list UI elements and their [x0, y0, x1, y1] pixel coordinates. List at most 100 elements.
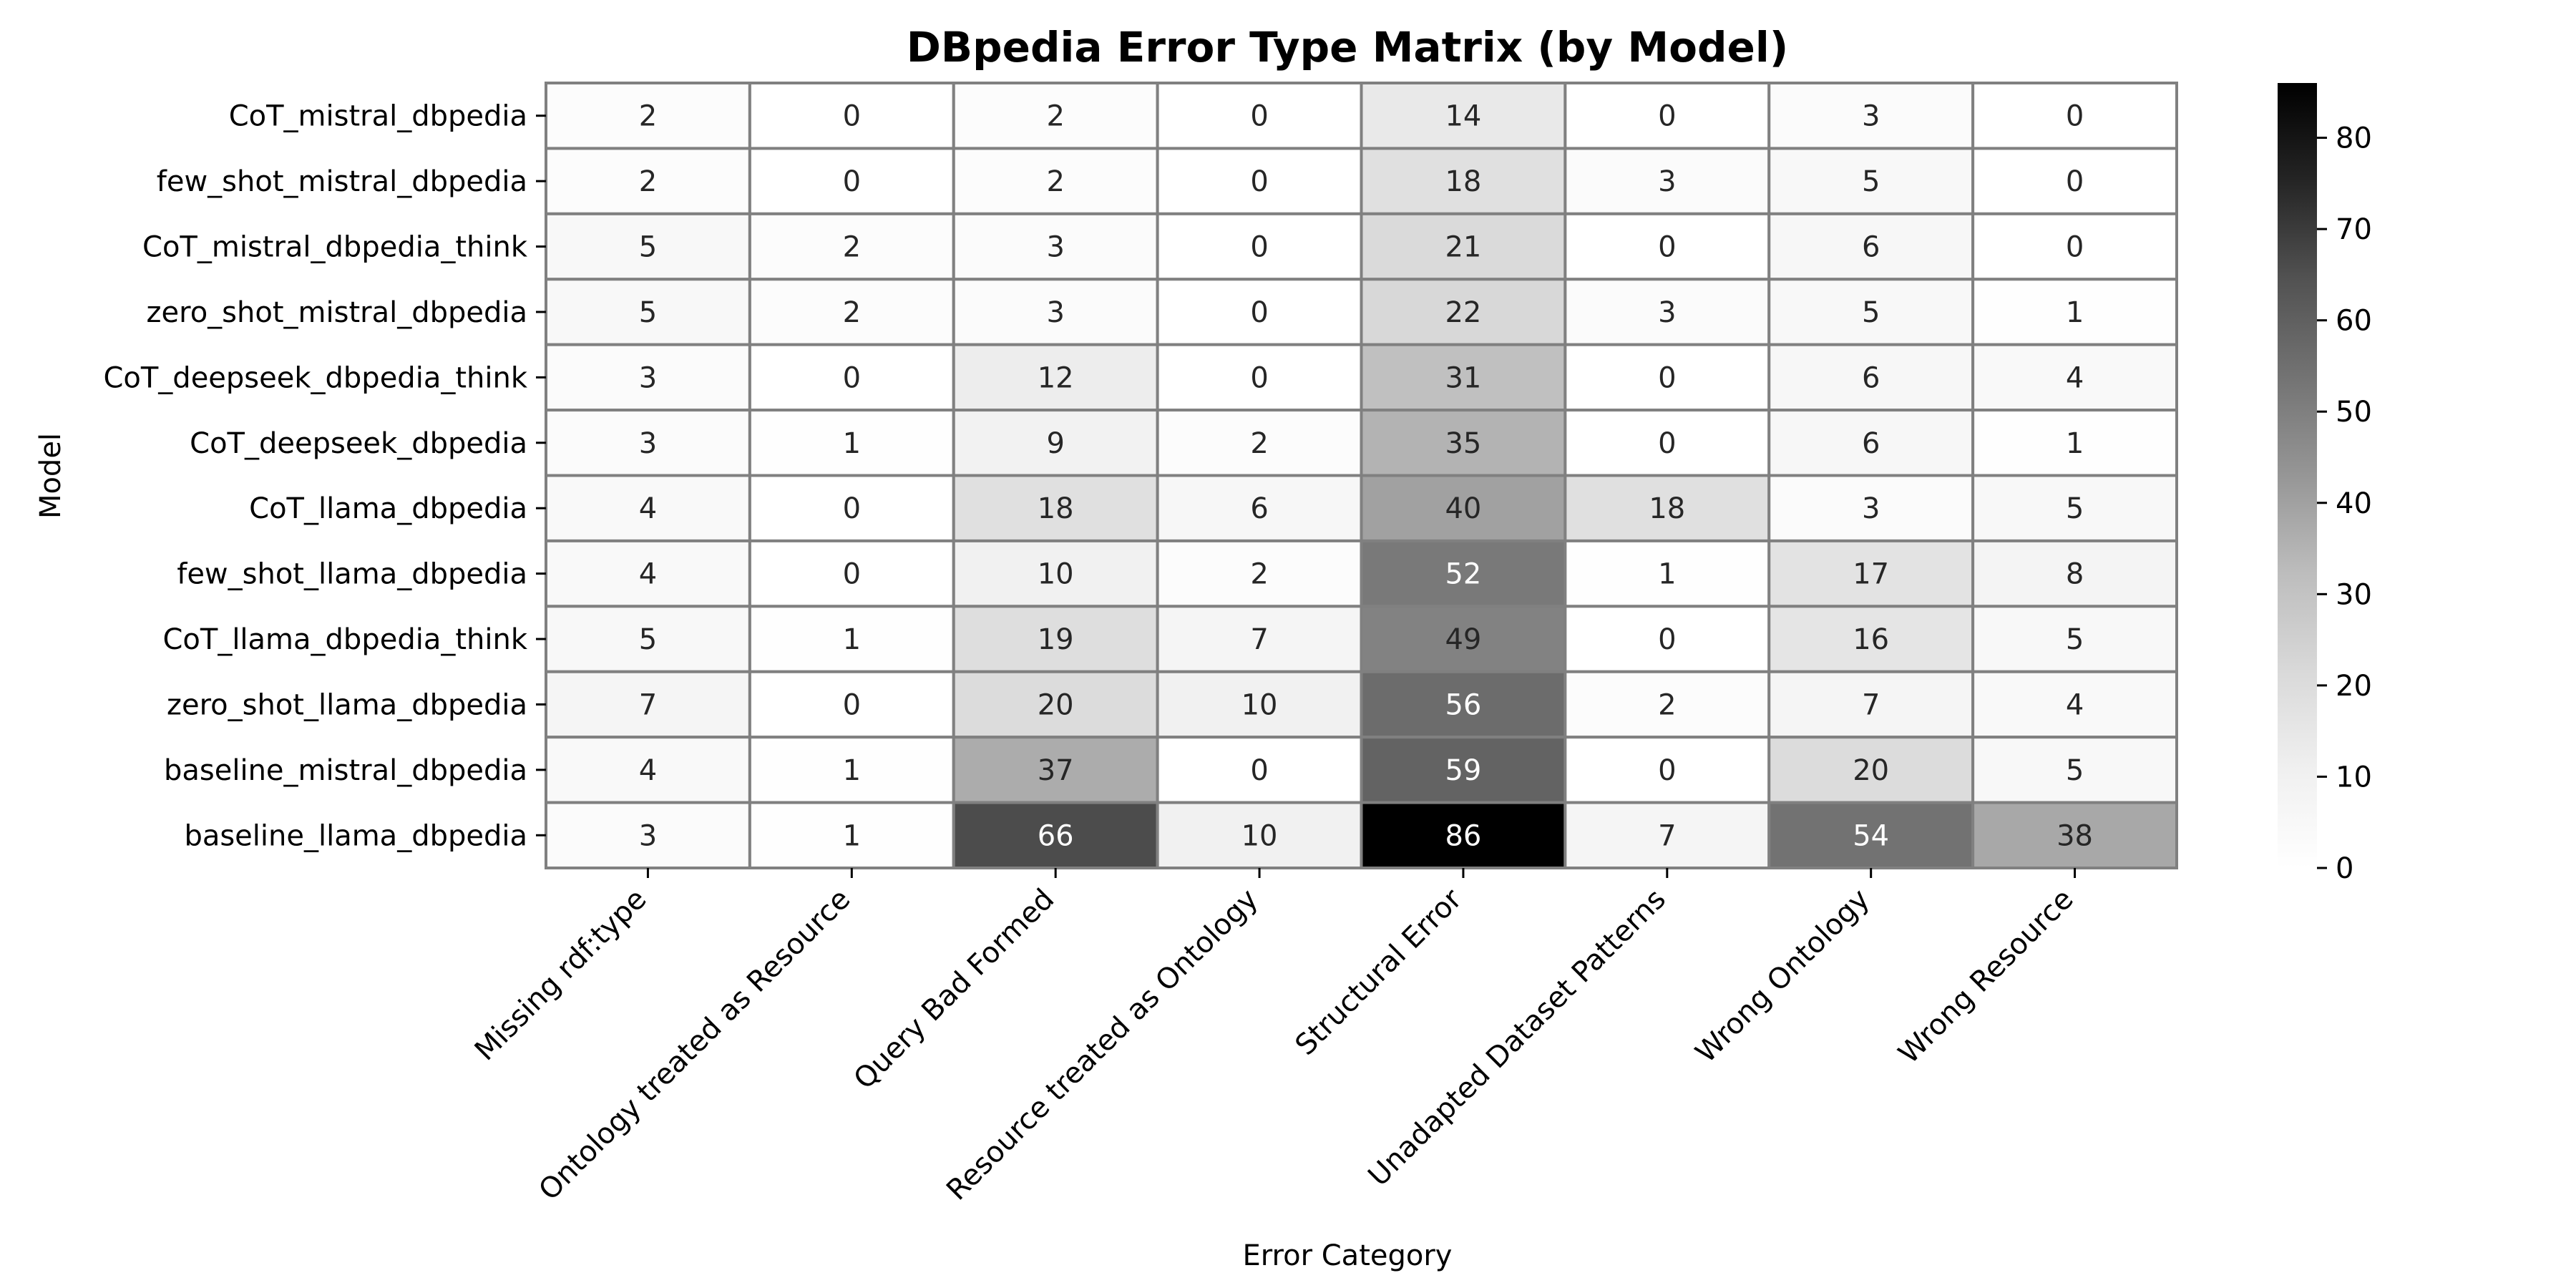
cell-value-label: 3: [1862, 492, 1880, 525]
cell-value-label: 0: [2066, 231, 2084, 264]
heatmap-cell: [1971, 539, 2178, 608]
heatmap-cell: [1156, 278, 1363, 346]
x-tick-label: Structural Error: [1289, 882, 1469, 1062]
heatmap-cell: [952, 605, 1159, 673]
heatmap-cell: [1971, 801, 2178, 870]
cell-value-label: 10: [1241, 688, 1278, 721]
heatmap-cell: [1767, 278, 1975, 346]
cell-value-label: 52: [1445, 558, 1481, 591]
cell-value-label: 6: [1862, 427, 1880, 460]
cell-value-label: 5: [1862, 165, 1880, 198]
cell-value-label: 5: [639, 296, 657, 329]
cell-value-label: 4: [2066, 361, 2084, 394]
cell-value-label: 3: [1046, 296, 1064, 329]
heatmap-cell: [748, 670, 955, 739]
heatmap-cell: [1971, 474, 2178, 542]
cell-value-label: 1: [843, 427, 861, 460]
heatmap-cell: [545, 474, 751, 542]
cell-value-label: 1: [1658, 558, 1676, 591]
cell-value-label: 0: [843, 100, 861, 133]
y-tick-label: CoT_llama_dbpedia: [249, 492, 527, 525]
heatmap-cell: [1156, 147, 1363, 215]
cell-value-label: 2: [1046, 100, 1064, 133]
x-axis-label: Error Category: [1243, 1239, 1453, 1272]
cell-value-label: 54: [1853, 819, 1889, 852]
cell-value-label: 0: [2066, 165, 2084, 198]
heatmap-cell: [1360, 343, 1567, 412]
colorbar-ticks: 0 10 20 30 40 50 60 70 80: [2317, 122, 2372, 885]
colorbar-tick-label: 10: [2336, 761, 2372, 794]
heatmap-cell: [1767, 670, 1975, 739]
y-tick-label: CoT_llama_dbpedia_think: [162, 623, 527, 656]
x-tick-label: Missing rdf:type: [469, 883, 653, 1068]
cell-value-label: 3: [639, 361, 657, 394]
heatmap-cell: [1360, 736, 1567, 804]
cell-value-label: 0: [843, 558, 861, 591]
cell-value-label: 21: [1445, 231, 1481, 264]
heatmap-cell: [1971, 147, 2178, 215]
cell-value-label: 56: [1445, 688, 1481, 721]
cell-value-label: 10: [1038, 558, 1074, 591]
heatmap-cell: [748, 82, 955, 150]
cell-value-label: 1: [843, 623, 861, 656]
cell-value-label: 18: [1038, 492, 1074, 525]
colorbar-tick-label: 30: [2336, 578, 2372, 611]
cell-value-label: 2: [639, 165, 657, 198]
cell-value-label: 0: [843, 492, 861, 525]
heatmap-cell: [1971, 605, 2178, 673]
y-tick-label: zero_shot_llama_dbpedia: [167, 688, 527, 721]
cell-value-label: 7: [1862, 688, 1880, 721]
heatmap-cell: [748, 605, 955, 673]
y-tick-label: baseline_llama_dbpedia: [184, 819, 527, 852]
cell-value-label: 17: [1853, 558, 1889, 591]
heatmap-cell: [545, 801, 751, 870]
y-tick-labels: CoT_mistral_dbpedia few_shot_mistral_dbpe…: [103, 100, 546, 852]
heatmap-cell: [748, 736, 955, 804]
heatmap-cell: [1360, 670, 1567, 739]
cell-value-label: 49: [1445, 623, 1481, 656]
cell-value-label: 6: [1862, 361, 1880, 394]
cell-value-label: 0: [1250, 165, 1268, 198]
heatmap-cell: [1767, 736, 1975, 804]
cell-value-label: 8: [2066, 558, 2084, 591]
chart-title: DBpedia Error Type Matrix (by Model): [907, 23, 1788, 72]
heatmap-cell: [952, 474, 1159, 542]
cell-value-label: 0: [1658, 623, 1676, 656]
heatmap-cell: [1563, 212, 1771, 281]
cell-value-label: 0: [1658, 100, 1676, 133]
heatmap-cell: [1360, 212, 1567, 281]
cell-value-label: 3: [1862, 100, 1880, 133]
cell-value-label: 37: [1038, 754, 1074, 787]
heatmap-cell: [748, 409, 955, 477]
cell-value-label: 2: [639, 100, 657, 133]
heatmap-cell: [1156, 212, 1363, 281]
heatmap-cell: [1156, 670, 1363, 739]
heatmap-cell: [1767, 474, 1975, 542]
x-tick-label: Wrong Ontology: [1689, 883, 1876, 1070]
cell-value-label: 3: [639, 427, 657, 460]
cell-value-label: 22: [1445, 296, 1481, 329]
cell-value-label: 7: [1658, 819, 1676, 852]
cell-value-label: 1: [2066, 296, 2084, 329]
cell-value-label: 4: [639, 492, 657, 525]
heatmap-cell: [952, 278, 1159, 346]
colorbar-tick-label: 60: [2336, 305, 2372, 338]
cell-value-label: 86: [1445, 819, 1481, 852]
heatmap-cell: [1563, 474, 1771, 542]
cell-value-label: 0: [1250, 296, 1268, 329]
heatmap-cell: [1360, 605, 1567, 673]
y-tick-label: baseline_mistral_dbpedia: [164, 754, 527, 787]
cell-value-label: 7: [1250, 623, 1268, 656]
heatmap-cell: [952, 212, 1159, 281]
cell-value-label: 1: [843, 819, 861, 852]
cell-value-label: 5: [639, 623, 657, 656]
cell-value-label: 12: [1038, 361, 1074, 394]
cell-value-label: 0: [2066, 100, 2084, 133]
y-tick-label: CoT_deepseek_dbpedia: [190, 427, 527, 460]
cell-value-label: 66: [1038, 819, 1074, 852]
cell-value-label: 10: [1241, 819, 1278, 852]
heatmap-cell: [1360, 539, 1567, 608]
cell-value-label: 20: [1853, 754, 1889, 787]
